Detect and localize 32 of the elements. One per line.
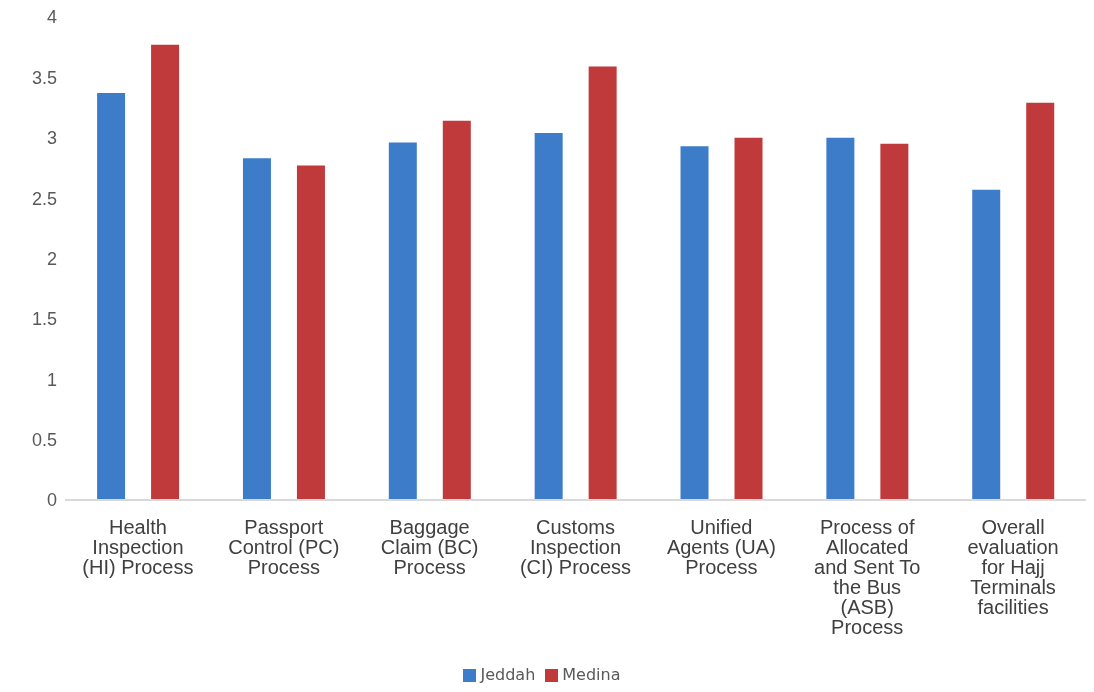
bar [442, 120, 471, 500]
y-tick-label: 4 [46, 7, 57, 28]
bar [151, 44, 180, 500]
bar [972, 189, 1001, 500]
bar [1026, 102, 1055, 500]
x-tick-label: Baggage Claim (BC) Process [380, 516, 479, 579]
bar [680, 146, 709, 500]
y-tick-label: 0.5 [31, 430, 57, 451]
bar [734, 137, 763, 500]
x-tick-label: Customs Inspection (CI) Process [519, 516, 632, 579]
bar [880, 143, 909, 500]
bar [242, 158, 271, 500]
x-tick-label: Passport Control (PC) Process [228, 516, 340, 579]
y-tick-label: 1.5 [31, 309, 57, 330]
y-tick-label: 1 [46, 369, 57, 390]
bar [388, 142, 417, 500]
bar [534, 132, 563, 500]
x-tick-label: Health Inspection (HI) Process [82, 516, 194, 579]
bar [588, 66, 617, 500]
x-tick-label: Unified Agents (UA) Process [666, 516, 776, 579]
x-tick-label: Overall evaluation for Hajj Terminals facilities [967, 516, 1059, 619]
bar [296, 165, 325, 500]
y-tick-label: 0 [46, 490, 57, 511]
legend-label: Medina [562, 665, 621, 684]
x-tick-label: Process of Allocated and Sent To the Bus (ASB) Process [814, 516, 921, 639]
y-tick-label: 2 [46, 248, 57, 269]
bar [826, 137, 855, 500]
y-tick-label: 3.5 [31, 67, 57, 88]
bar [97, 93, 126, 500]
y-tick-label: 2.5 [31, 188, 57, 209]
y-tick-label: 3 [46, 128, 57, 149]
legend-label: Jeddah [480, 665, 536, 684]
